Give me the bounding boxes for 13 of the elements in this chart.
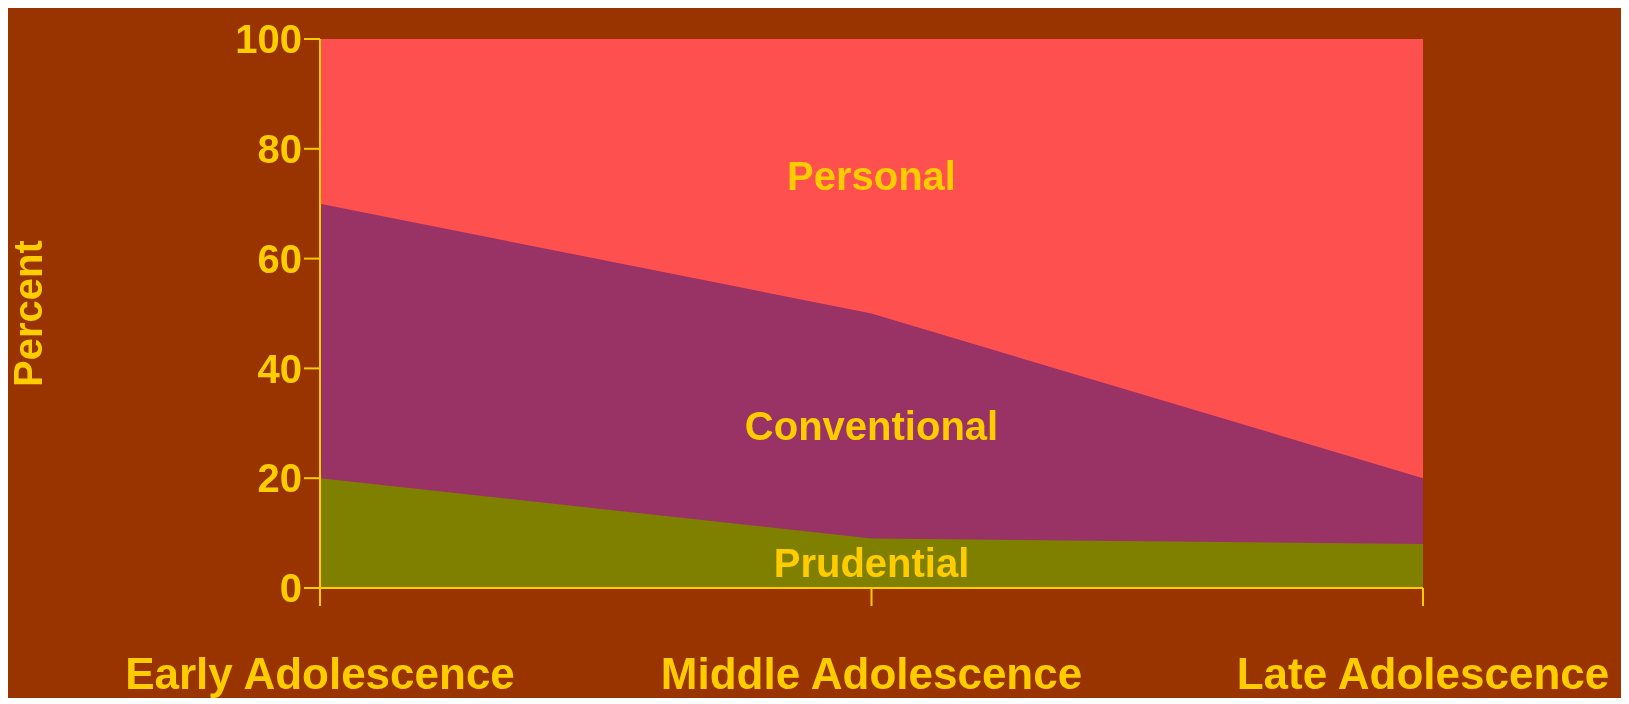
y-tick-label: 60: [257, 236, 302, 281]
y-tick-label: 20: [257, 456, 302, 501]
x-tick-label: Middle Adolescence: [660, 649, 1083, 699]
y-tick-label: 0: [279, 566, 302, 611]
y-axis-title: Percent: [6, 240, 51, 387]
series-label: Personal: [787, 154, 956, 199]
x-tick-label: Early Adolescence: [125, 649, 515, 699]
y-tick-label: 80: [257, 127, 302, 171]
series-label: Prudential: [773, 541, 970, 586]
series-label: Conventional: [744, 404, 999, 449]
x-tick-label: Late Adolescence: [1236, 649, 1610, 699]
y-tick-label: 100: [235, 17, 302, 62]
y-tick-label: 40: [257, 346, 302, 391]
